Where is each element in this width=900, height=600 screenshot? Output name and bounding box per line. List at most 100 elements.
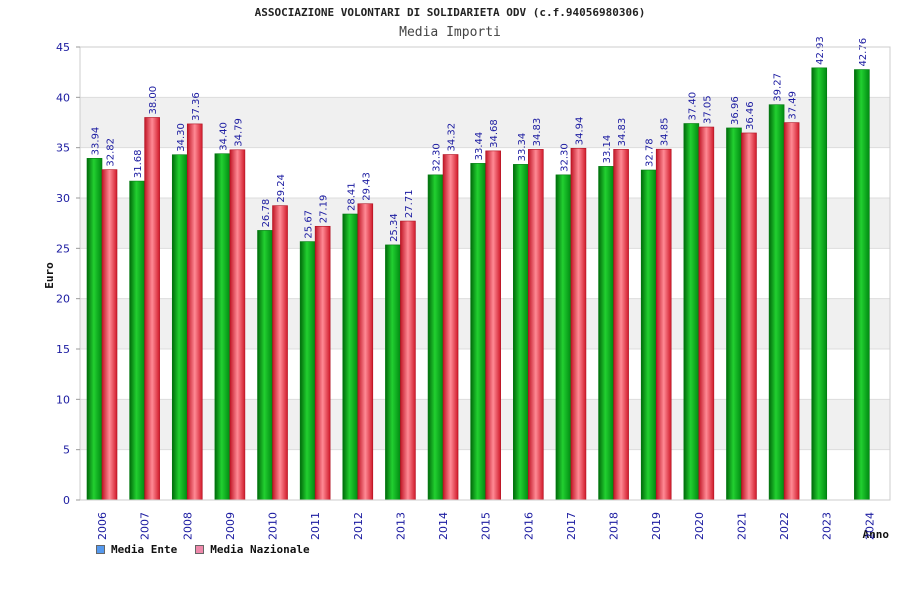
bar-media-ente xyxy=(299,241,316,501)
bar-media-ente xyxy=(470,163,486,501)
bar-media-ente xyxy=(811,67,828,501)
data-label: 32.30 xyxy=(432,143,443,172)
y-tick-label: 20 xyxy=(56,293,70,306)
data-label: 27.19 xyxy=(319,195,330,224)
x-tick-label: 2019 xyxy=(650,512,663,540)
y-tick-label: 15 xyxy=(56,343,70,356)
data-label: 34.68 xyxy=(489,119,500,148)
x-tick-label: 2007 xyxy=(139,512,152,540)
data-label: 34.40 xyxy=(218,122,229,151)
data-label: 37.49 xyxy=(788,91,799,120)
bar-media-nazionale xyxy=(314,225,331,501)
data-label: 36.46 xyxy=(745,101,756,130)
y-tick-label: 10 xyxy=(56,393,70,406)
data-label: 39.27 xyxy=(773,73,784,102)
data-label: 34.32 xyxy=(447,123,458,152)
bar-media-nazionale xyxy=(272,205,288,501)
y-axis-label: Euro xyxy=(43,262,56,289)
x-tick-label: 2018 xyxy=(608,512,621,540)
x-tick-label: 2010 xyxy=(267,512,280,540)
x-tick-label: 2017 xyxy=(565,512,578,540)
bar-media-nazionale xyxy=(528,149,544,501)
data-label: 34.79 xyxy=(233,118,244,147)
bar-media-ente xyxy=(171,154,188,501)
legend-swatch-media-nazionale xyxy=(195,545,205,554)
bar-media-ente xyxy=(427,174,444,501)
data-label: 34.85 xyxy=(660,118,671,147)
bar-media-nazionale xyxy=(442,154,459,501)
data-label: 42.76 xyxy=(858,38,869,67)
bar-media-ente xyxy=(640,169,657,501)
bar-media-nazionale xyxy=(783,122,800,501)
legend-item-media-ente: Media Ente xyxy=(96,543,177,556)
data-label: 37.05 xyxy=(702,95,713,124)
bar-media-nazionale xyxy=(741,132,757,501)
x-tick-label: 2021 xyxy=(735,512,748,540)
data-label: 31.68 xyxy=(133,149,144,178)
bar-media-nazionale xyxy=(357,203,374,501)
data-label: 36.96 xyxy=(730,96,741,125)
bar-media-nazionale xyxy=(655,148,672,501)
legend-label-media-nazionale: Media Nazionale xyxy=(210,543,310,556)
data-label: 34.94 xyxy=(574,117,585,146)
data-label: 25.34 xyxy=(389,213,400,242)
bar-media-ente xyxy=(513,164,529,501)
x-tick-label: 2013 xyxy=(394,512,407,540)
x-tick-label: 2023 xyxy=(821,512,834,540)
y-tick-label: 5 xyxy=(63,444,70,457)
data-label: 37.40 xyxy=(687,92,698,121)
x-tick-label: 2022 xyxy=(778,512,791,540)
bar-media-nazionale xyxy=(101,169,118,501)
bar-media-ente xyxy=(342,213,359,501)
legend-label-media-ente: Media Ente xyxy=(111,543,178,556)
bar-media-nazionale xyxy=(229,149,246,501)
data-label: 34.83 xyxy=(617,118,628,147)
x-tick-label: 2020 xyxy=(693,512,706,540)
legend-swatch-media-ente xyxy=(96,545,105,554)
data-label: 28.41 xyxy=(346,182,357,211)
bar-media-nazionale xyxy=(144,117,160,501)
x-tick-label: 2012 xyxy=(352,512,365,540)
data-label: 34.30 xyxy=(176,123,187,152)
data-label: 29.24 xyxy=(276,174,287,203)
data-label: 32.30 xyxy=(559,143,570,172)
y-tick-label: 45 xyxy=(56,41,70,54)
x-tick-label: 2024 xyxy=(863,512,876,540)
bar-media-nazionale xyxy=(186,123,203,501)
data-label: 42.93 xyxy=(815,36,826,65)
legend-item-media-nazionale: Media Nazionale xyxy=(195,543,310,556)
chart-subtitle: Media Importi xyxy=(399,25,501,40)
data-label: 37.36 xyxy=(191,92,202,121)
x-tick-label: 2006 xyxy=(96,512,109,540)
data-label: 25.67 xyxy=(304,210,315,239)
bar-media-ente xyxy=(598,166,614,501)
data-label: 33.44 xyxy=(474,132,485,161)
bar-media-nazionale xyxy=(613,149,629,501)
x-axis-label: Anno xyxy=(863,528,890,541)
data-label: 27.71 xyxy=(404,189,415,218)
bar-media-nazionale xyxy=(698,126,715,501)
data-label: 29.43 xyxy=(361,172,372,201)
data-label: 26.78 xyxy=(261,199,272,228)
bar-media-ente xyxy=(214,153,231,501)
x-tick-label: 2011 xyxy=(309,512,322,540)
y-tick-label: 35 xyxy=(56,142,70,155)
bar-media-ente xyxy=(683,123,700,501)
data-label: 32.82 xyxy=(106,138,117,167)
legend: Media Ente Media Nazionale xyxy=(96,543,310,556)
bar-media-ente xyxy=(129,180,145,501)
bar-media-ente xyxy=(854,69,870,501)
bar-media-ente xyxy=(768,104,785,501)
data-label: 33.94 xyxy=(91,127,102,156)
bar-media-nazionale xyxy=(570,147,587,501)
x-tick-label: 2014 xyxy=(437,512,450,540)
bar-media-ente xyxy=(555,174,572,501)
x-tick-label: 2015 xyxy=(480,512,493,540)
y-tick-label: 30 xyxy=(56,192,70,205)
plot-frame xyxy=(79,46,891,501)
bar-media-ente xyxy=(257,230,273,501)
y-tick-label: 25 xyxy=(56,242,70,255)
bar-media-ente xyxy=(385,244,401,501)
data-label: 34.83 xyxy=(532,118,543,147)
